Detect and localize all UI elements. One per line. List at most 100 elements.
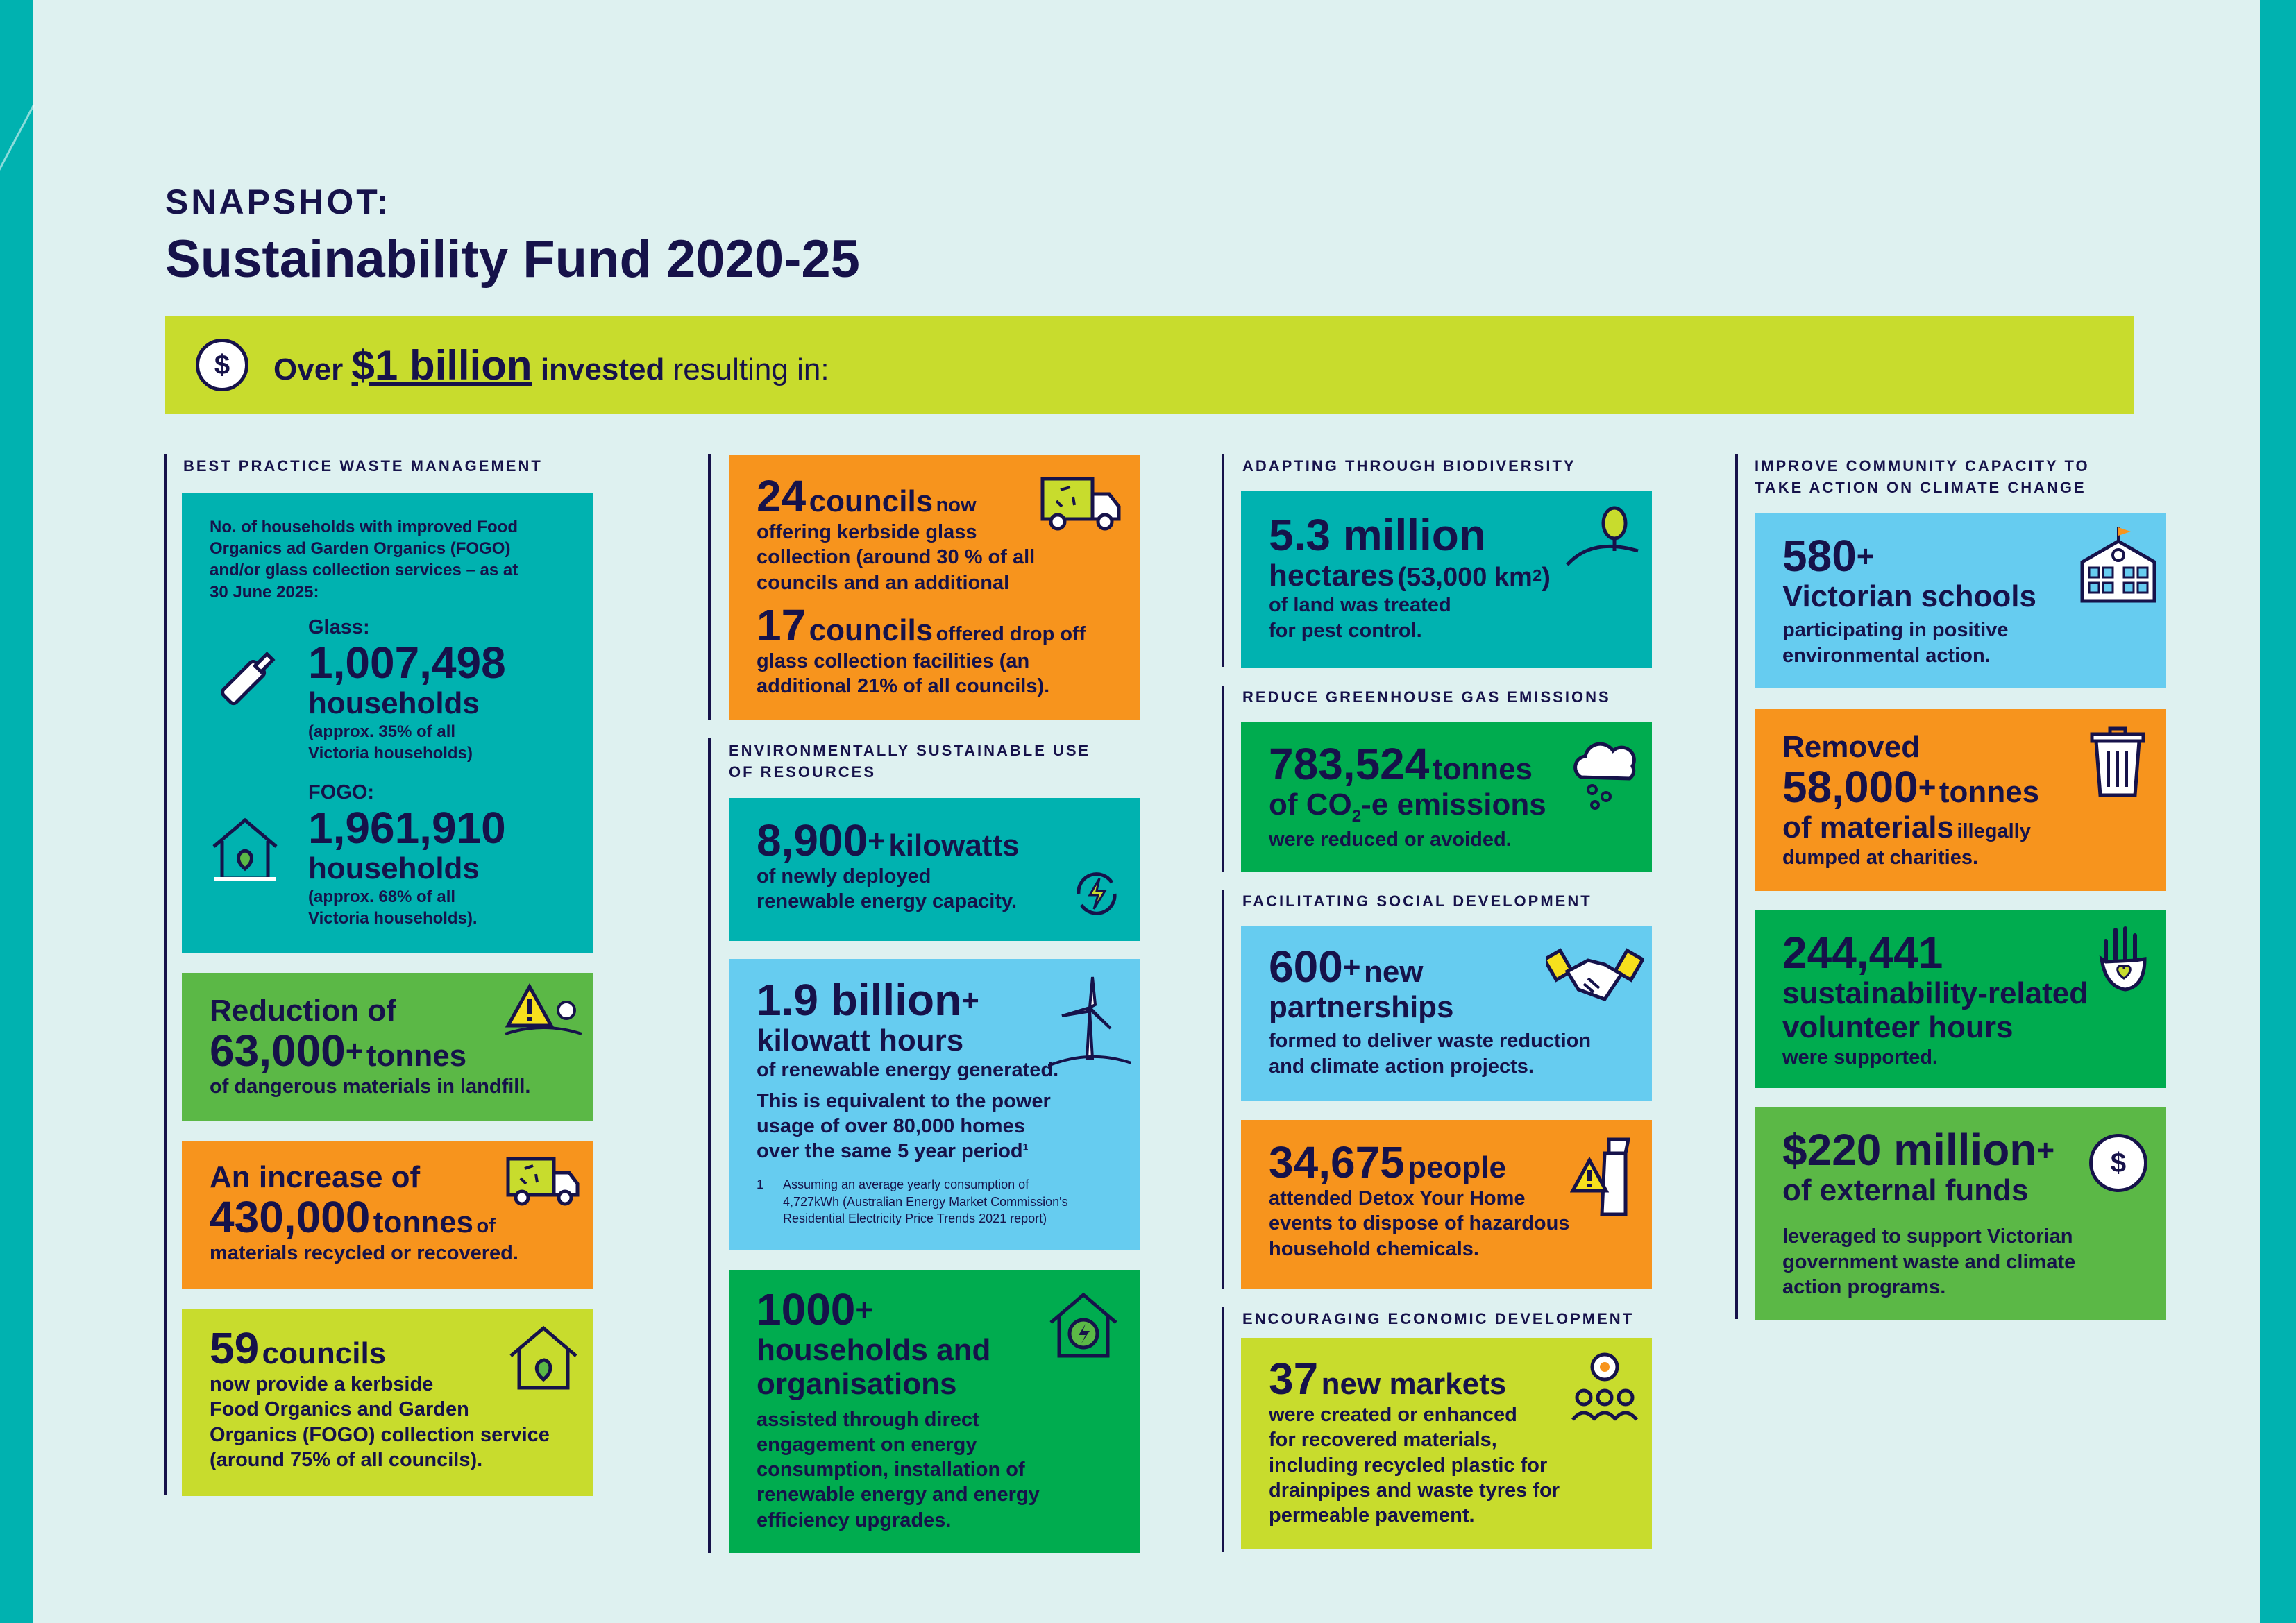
kwh-value-row: 1.9 billion+ bbox=[757, 976, 1112, 1023]
households1000-value-row: 1000+ bbox=[757, 1286, 1112, 1333]
removed-illegally: illegally bbox=[1957, 820, 2031, 843]
section-rule bbox=[164, 454, 167, 1495]
section-title-community: IMPROVE COMMUNITY CAPACITY TO TAKE ACTIO… bbox=[1755, 455, 2090, 498]
increase-line1: An increase of bbox=[210, 1160, 421, 1194]
schools-line: participating in positive bbox=[1782, 619, 2009, 642]
volunteer-line: were supported. bbox=[1782, 1046, 1938, 1069]
section-title-line: OF RESOURCES bbox=[729, 763, 877, 781]
fogo-note: (approx. 68% of all bbox=[308, 887, 456, 906]
funds-line: leveraged to support Victorian bbox=[1782, 1225, 2073, 1248]
councils17-value: 17 bbox=[757, 600, 807, 650]
investment-banner: $ Over $1 billion invested resulting in: bbox=[165, 316, 2134, 414]
volunteer-unit: volunteer hours bbox=[1782, 1010, 2014, 1045]
reduction-value: 63,000 bbox=[210, 1026, 346, 1076]
section-rule bbox=[1222, 454, 1224, 667]
removed-unit: tonnes bbox=[1939, 775, 2040, 810]
households1000-unit: households and bbox=[757, 1333, 991, 1368]
increase-of: of bbox=[476, 1215, 496, 1238]
kwh-line1: of renewable energy generated. bbox=[757, 1059, 1059, 1082]
kilowatts-value: 8,900 bbox=[757, 815, 868, 865]
markets-value-row: 37 new markets bbox=[1269, 1355, 1624, 1402]
funds-unit: of external funds bbox=[1782, 1173, 2029, 1208]
people-value: 34,675 bbox=[1269, 1137, 1405, 1187]
kilowatts-value-row: 8,900+ kilowatts bbox=[757, 817, 1112, 864]
co2-unit: tonnes bbox=[1432, 752, 1533, 786]
kilowatts-line: renewable energy capacity. bbox=[757, 890, 1018, 913]
volunteer-value: 244,441 bbox=[1782, 928, 1943, 978]
section-rule bbox=[1222, 1307, 1224, 1552]
people-line: attended Detox Your Home bbox=[1269, 1187, 1526, 1210]
hectares-paren: (53,000 km bbox=[1397, 563, 1533, 593]
councils24-value-row: 24 councils now bbox=[757, 473, 1112, 520]
removed-card: Removed 58,000+ tonnes of materials ille… bbox=[1755, 709, 2166, 891]
bottle-icon bbox=[221, 652, 276, 706]
partnerships-card: 600+ new partnerships formed to deliver … bbox=[1241, 926, 1652, 1101]
councils59-line: now provide a kerbside bbox=[210, 1373, 434, 1396]
section-rule bbox=[708, 738, 711, 1553]
school-building-icon bbox=[2080, 527, 2156, 603]
reduction-card: Reduction of 63,000+ tonnes of dangerous… bbox=[182, 973, 593, 1121]
kwh-unit: kilowatt hours bbox=[757, 1023, 964, 1058]
schools-card: 580+ Victorian schools participating in … bbox=[1755, 513, 2166, 688]
intro-line: No. of households with improved Food bbox=[210, 518, 518, 536]
markets-line: for recovered materials, bbox=[1269, 1429, 1497, 1452]
co2-value: 783,524 bbox=[1269, 739, 1430, 789]
hectares-unit-row: hectares (53,000 km2) bbox=[1269, 559, 1624, 593]
section-title-biodiversity: ADAPTING THROUGH BIODIVERSITY bbox=[1242, 457, 1576, 475]
partnerships-line: and climate action projects. bbox=[1269, 1055, 1534, 1078]
intro-line: and/or glass collection services – as at bbox=[210, 561, 518, 580]
households1000-line: renewable energy and energy bbox=[757, 1484, 1040, 1506]
handshake-icon bbox=[1546, 948, 1644, 1002]
hazard-warning-icon bbox=[505, 983, 582, 1035]
hectares-value: 5.3 million bbox=[1269, 510, 1486, 560]
councils24-line: collection (around 30 % of all bbox=[757, 546, 1036, 569]
banner-amount: $1 billion bbox=[351, 341, 532, 389]
councils24-line: councils and an additional bbox=[757, 571, 1010, 594]
fogo-note: Victoria households). bbox=[308, 908, 478, 928]
section-title-economic: ENCOURAGING ECONOMIC DEVELOPMENT bbox=[1242, 1310, 1635, 1327]
house-energy-icon bbox=[1049, 1292, 1117, 1358]
section-rule bbox=[1222, 890, 1224, 1289]
removed-materials: of materials bbox=[1782, 810, 1954, 845]
removed-value-row: 58,000+ tonnes bbox=[1782, 764, 2138, 810]
removed-line3: of materials illegally bbox=[1782, 810, 2138, 844]
people-line: events to dispose of hazardous bbox=[1269, 1212, 1570, 1235]
councils24-line: offering kerbside glass bbox=[757, 521, 977, 544]
spray-bottle-hazard-icon bbox=[1570, 1137, 1631, 1216]
fogo-unit: households bbox=[308, 851, 480, 886]
councils24-value: 24 bbox=[757, 471, 807, 521]
households1000-line: efficiency upgrades. bbox=[757, 1509, 952, 1531]
page-kicker: SNAPSHOT: bbox=[165, 182, 391, 221]
schools-value: 580 bbox=[1782, 531, 1857, 581]
funds-value: $220 million bbox=[1782, 1125, 2037, 1175]
section-rule bbox=[1222, 686, 1224, 872]
page-title: Sustainability Fund 2020-25 bbox=[165, 230, 860, 289]
bin-icon bbox=[2090, 726, 2145, 797]
footnote-line: 4,727kWh (Australian Energy Market Commi… bbox=[783, 1194, 1068, 1209]
councils17-line: glass collection facilities (an bbox=[757, 650, 1030, 673]
markets-card: 37 new markets were created or enhanced … bbox=[1241, 1338, 1652, 1549]
plus-sign: + bbox=[2036, 1133, 2055, 1168]
co2-line2: of CO2-e emissions bbox=[1269, 788, 1624, 827]
reduction-unit: tonnes bbox=[366, 1039, 467, 1073]
increase-unit: tonnes bbox=[373, 1205, 474, 1240]
schools-value-row: 580+ bbox=[1782, 531, 2138, 581]
banner-invested: invested bbox=[540, 352, 665, 386]
partnerships-value: 600 bbox=[1269, 942, 1343, 992]
households1000-line: consumption, installation of bbox=[757, 1459, 1025, 1481]
plus-sign: + bbox=[961, 983, 979, 1018]
partnerships-value-row: 600+ new bbox=[1269, 942, 1624, 992]
hectares-unit: hectares bbox=[1269, 559, 1395, 593]
hectares-paren-end: ) bbox=[1542, 563, 1551, 593]
funds-line: government waste and climate bbox=[1782, 1250, 2076, 1273]
co2-value-row: 783,524 tonnes bbox=[1269, 739, 1624, 789]
recycling-truck-icon bbox=[1040, 477, 1121, 531]
fogo-value: 1,961,910 bbox=[308, 803, 506, 853]
volunteer-unit: sustainability-related bbox=[1782, 976, 2088, 1011]
plus-sign: + bbox=[868, 824, 886, 858]
section-title-line: ENVIRONMENTALLY SUSTAINABLE USE bbox=[729, 742, 1091, 759]
fogo-label: FOGO: bbox=[308, 781, 375, 804]
plus-sign: + bbox=[1918, 770, 1936, 805]
councils59-line: (around 75% of all councils). bbox=[210, 1448, 483, 1471]
